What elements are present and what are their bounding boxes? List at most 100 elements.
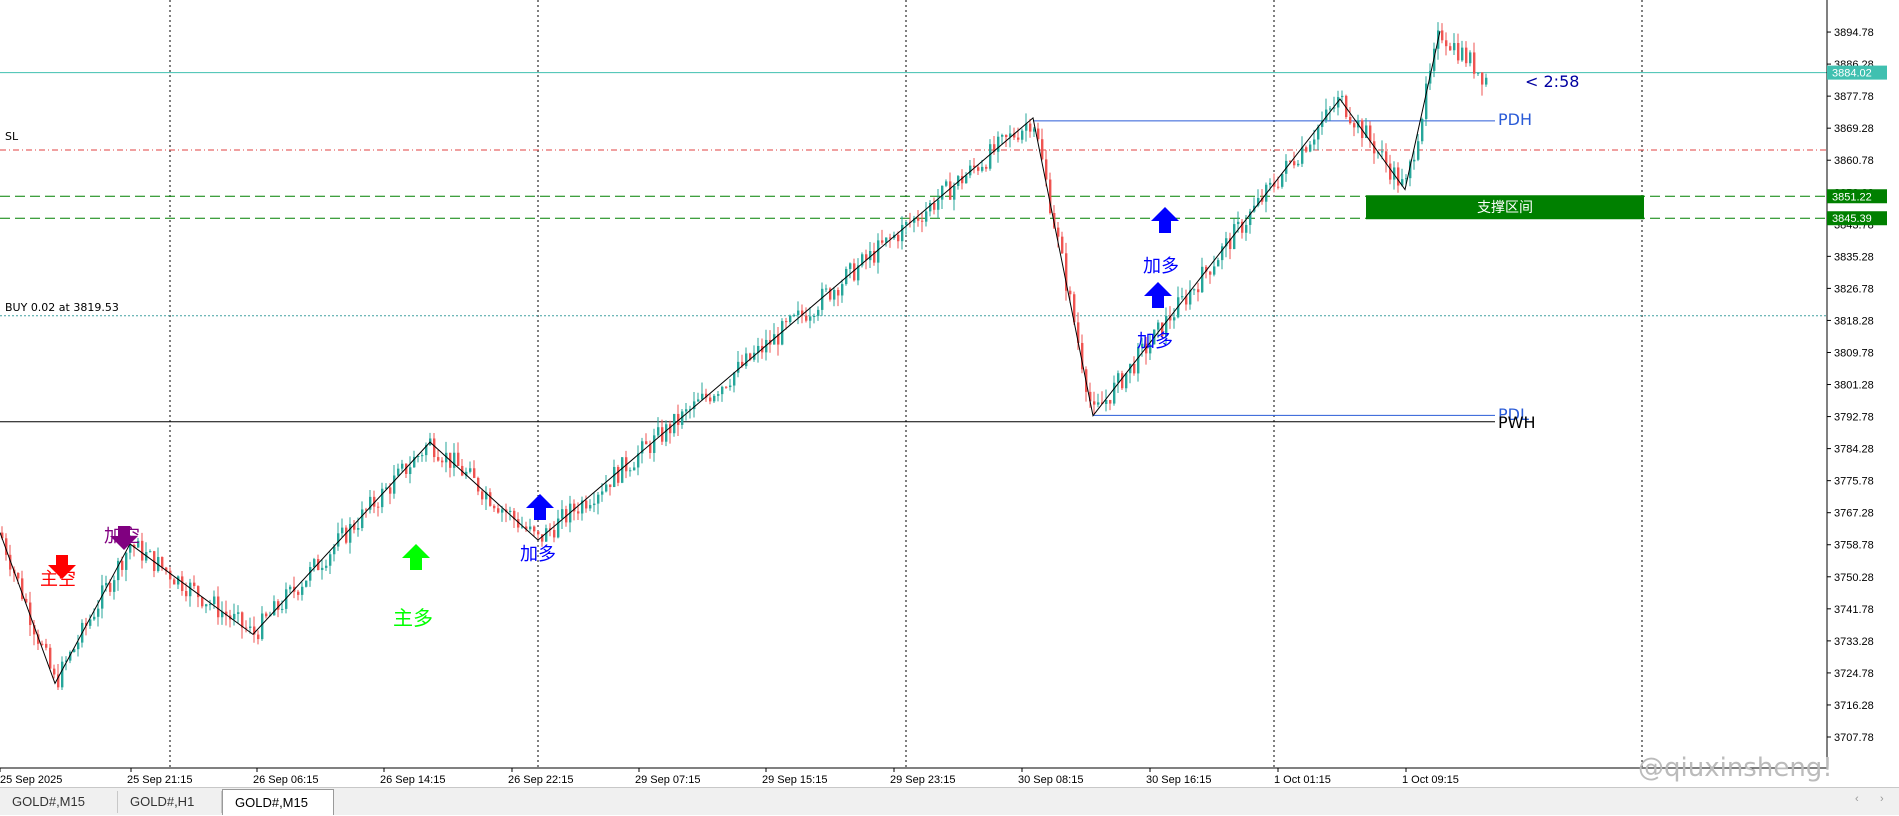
candle-body [941, 185, 944, 200]
candle-body [309, 567, 312, 581]
candle-body [1065, 253, 1068, 291]
candle-body [901, 224, 904, 242]
price-chart[interactable]: 支撑区间 3894.783886.283877.783869.283860.78… [0, 0, 1899, 787]
candle-body [561, 509, 564, 519]
candle-body [525, 526, 528, 530]
candle-body [1289, 160, 1292, 162]
candle-body [61, 661, 64, 688]
candle-body [929, 203, 932, 212]
candle-body [1073, 294, 1076, 323]
main-short-label: 主空 [40, 569, 76, 590]
price-axis: 3894.783886.283877.783869.283860.783852.… [1826, 0, 1887, 768]
candle-body [53, 668, 56, 675]
candle-body [597, 494, 600, 504]
candle-body [1445, 40, 1448, 47]
candle-body [945, 181, 948, 186]
zone-top-tag-bg [1827, 189, 1887, 204]
candle-body [1397, 167, 1400, 186]
candle-body [1089, 391, 1092, 402]
candle-body [237, 612, 240, 614]
candle-body [1425, 83, 1428, 119]
main-short-arrow-icon [48, 555, 76, 579]
candle-body [37, 634, 40, 644]
price-tick-label: 3733.28 [1834, 636, 1874, 648]
candle-body [845, 268, 848, 285]
candle-body [961, 176, 964, 184]
candle-body [937, 199, 940, 210]
candle-body [617, 466, 620, 483]
candle-body [681, 411, 684, 425]
candle-body [949, 181, 952, 200]
candle-body [1053, 212, 1056, 228]
candle-body [585, 500, 588, 509]
candle-body [1133, 363, 1136, 374]
candle-body [1365, 125, 1368, 139]
chart-area[interactable]: 支撑区间 3894.78 3886.28 3877.78 3869.28 3860.78… [0, 0, 1899, 787]
candle-body [501, 509, 504, 513]
candle-body [213, 596, 216, 605]
candle-body [881, 240, 884, 243]
candle-body [885, 237, 888, 243]
candle-body [629, 470, 632, 472]
candle-body [849, 263, 852, 269]
candle-body [1413, 159, 1416, 162]
candle-body [101, 585, 104, 609]
candle-body [289, 586, 292, 590]
candle-body [621, 457, 624, 483]
candle-body [601, 491, 604, 495]
candle-body [1389, 163, 1392, 180]
candle-body [957, 176, 960, 186]
candle-body [421, 455, 424, 457]
candle-body [1173, 317, 1176, 321]
candle-body [1149, 344, 1152, 354]
horizontal-levels [0, 72, 1827, 423]
candle-body [1441, 30, 1444, 41]
candle-body [109, 582, 112, 592]
tab-gold-m15-1[interactable]: GOLD#,M15 [0, 791, 118, 813]
candle-body [121, 560, 124, 570]
candle-body [1181, 296, 1184, 298]
candle-body [1469, 52, 1472, 64]
candle-body [465, 471, 468, 476]
add-short-arrow-icon [110, 526, 138, 550]
candle-body [353, 523, 356, 530]
candle-body [41, 643, 44, 645]
candle-body [1193, 289, 1196, 291]
candle-body [1353, 123, 1356, 128]
scroll-right-icon[interactable]: › [1880, 793, 1884, 805]
candle-body [1237, 221, 1240, 225]
price-tick-label: 3716.28 [1834, 700, 1874, 712]
candle-body [925, 211, 928, 222]
candle-body [233, 613, 236, 620]
candle-body [165, 567, 168, 571]
candle-body [245, 627, 248, 629]
candle-body [913, 217, 916, 223]
tab-gold-m15-active[interactable]: GOLD#,M15 [222, 789, 334, 815]
candle-body [437, 457, 440, 461]
candle-body [589, 505, 592, 509]
candle-body [265, 613, 268, 617]
candle-body [861, 254, 864, 266]
candle-body [641, 441, 644, 454]
candle-body [521, 526, 524, 528]
candle-body [533, 526, 536, 532]
candle-body [817, 309, 820, 316]
candle-body [705, 393, 708, 398]
candle-body [169, 570, 172, 580]
candle-body [45, 643, 48, 648]
candle-body [1257, 198, 1260, 206]
candle-body [65, 660, 68, 662]
zigzag-polyline [0, 31, 1441, 685]
candle-body [241, 612, 244, 628]
candle-body [1093, 401, 1096, 405]
candle-body [1049, 179, 1052, 213]
candle-body [921, 220, 924, 222]
price-tick-label: 3724.78 [1834, 668, 1874, 680]
candle-body [1405, 178, 1408, 180]
add-long-arrow-icon-2 [1144, 282, 1172, 308]
candle-body [373, 496, 376, 507]
tab-gold-h1[interactable]: GOLD#,H1 [118, 791, 222, 813]
scroll-left-icon[interactable]: ‹ [1855, 793, 1859, 805]
candle-body [717, 394, 720, 396]
candle-body [1013, 133, 1016, 138]
